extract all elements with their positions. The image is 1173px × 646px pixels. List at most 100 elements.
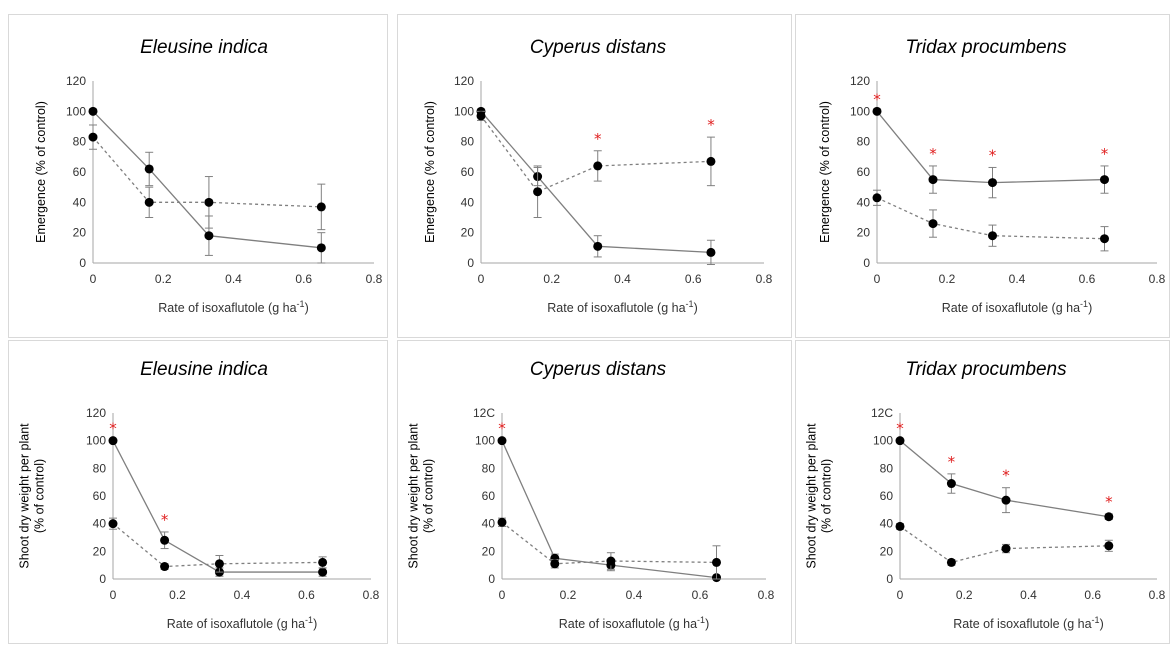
data-point — [144, 197, 154, 207]
x-axis-label-sup: -1 — [1092, 615, 1100, 625]
y-tick-label: 0 — [79, 256, 86, 270]
x-axis-label-text: Rate of isoxaflutole (g ha — [547, 301, 685, 315]
x-tick-label: 0.6 — [1084, 588, 1101, 602]
y-axis-label: Emergence (% of control) — [423, 101, 437, 243]
y-tick-label: 100 — [454, 104, 474, 118]
series-line-solid — [501, 440, 717, 579]
data-point — [144, 164, 154, 174]
x-tick-label: 0 — [874, 272, 881, 286]
chart-panel-3: Tridax procumbens 0 20 40 60 80 100 120 0 0.2 0.4 0… — [795, 14, 1170, 338]
data-point — [316, 202, 326, 212]
x-tick-label: 0.8 — [1149, 272, 1166, 286]
x-tick-label: 0 — [897, 588, 904, 602]
x-axis-label-end: ) — [305, 301, 309, 315]
series-line-solid — [92, 110, 322, 249]
x-tick-label: 0.2 — [560, 588, 577, 602]
data-point — [1104, 512, 1114, 522]
y-tick-label: 60 — [461, 165, 475, 179]
y-tick-label: 20 — [461, 226, 475, 240]
data-point — [1100, 234, 1109, 244]
data-point — [928, 175, 938, 185]
y-tick-label: 80 — [73, 135, 87, 149]
chart-title: Tridax procumbens — [905, 359, 1067, 380]
significance-star: * — [594, 130, 602, 148]
y-tick-label: 0 — [467, 256, 474, 270]
y-tick-label: 80 — [93, 461, 107, 475]
data-point — [706, 247, 716, 257]
x-tick-label: 0 — [110, 588, 117, 602]
significance-star: * — [873, 90, 881, 108]
y-axis-label: Emergence (% of control) — [34, 101, 48, 243]
chart-title: Tridax procumbens — [905, 37, 1067, 58]
x-axis-label: Rate of isoxaflutole (g ha-1) — [559, 615, 709, 631]
significance-star: * — [161, 511, 169, 529]
y-axis-label: Shoot dry weight per plant — [407, 423, 421, 569]
significance-star: * — [1105, 493, 1113, 511]
x-axis-label-end: ) — [313, 617, 317, 631]
series-line-solid — [876, 110, 1105, 184]
chart-emergence-tridax-procumbens: Tridax procumbens 0 20 40 60 80 100 120 0 0.2 0.4 0… — [818, 37, 1166, 315]
x-tick-label: 0.6 — [1079, 272, 1096, 286]
y-tick-label: 80 — [880, 461, 894, 475]
y-tick-label: 40 — [857, 195, 871, 209]
y-tick-label: 60 — [73, 165, 87, 179]
data-point — [946, 557, 956, 567]
x-tick-label: 0.4 — [225, 272, 242, 286]
data-point — [712, 557, 721, 567]
data-point — [160, 535, 170, 545]
x-tick-label: 0.8 — [756, 272, 773, 286]
chart-shoot-weight-cyperus-distans: Cyperus distans 0 20 40 60 80 100 12C 0 0.2 0.4 0.6… — [407, 359, 775, 631]
y-tick-label: 60 — [857, 165, 871, 179]
x-tick-label: 0.2 — [956, 588, 973, 602]
y-tick-label: 100 — [850, 104, 870, 118]
series-line-solid — [480, 110, 711, 254]
chart-title: Cyperus distans — [530, 37, 667, 58]
chart-panel-4: Eleusine indica 0 20 40 60 80 100 120 0 0.2 0.4 0.6… — [8, 340, 388, 644]
x-tick-label: 0.4 — [1020, 588, 1037, 602]
significance-star: * — [1002, 467, 1010, 485]
chart-panel-1: Eleusine indica 0 20 40 60 80 100 120 0 0.2 0.4 0.6… — [8, 14, 388, 338]
x-axis-label-sup: -1 — [297, 299, 305, 309]
data-point — [706, 156, 716, 166]
x-tick-label: 0.6 — [692, 588, 709, 602]
x-axis-label-sup: -1 — [697, 615, 705, 625]
y-tick-label: 20 — [857, 226, 871, 240]
y-axis-label: (% of control) — [422, 459, 436, 533]
data-point — [593, 241, 603, 251]
data-point — [606, 556, 616, 566]
x-axis-label: Rate of isoxaflutole (g ha-1) — [942, 299, 1092, 315]
x-axis-label-text: Rate of isoxaflutole (g ha — [559, 617, 697, 631]
x-tick-label: 0.6 — [685, 272, 702, 286]
y-tick-label: 120 — [66, 74, 86, 88]
x-axis-label-end: ) — [1088, 301, 1092, 315]
data-point — [108, 519, 118, 529]
data-point — [928, 219, 938, 229]
y-tick-label: 80 — [482, 461, 496, 475]
x-tick-label: 0.8 — [366, 272, 383, 286]
y-tick-label: 0 — [99, 572, 106, 586]
x-tick-label: 0.2 — [939, 272, 956, 286]
y-tick-label: 100 — [66, 104, 86, 118]
data-point — [318, 557, 328, 567]
chart-shoot-weight-eleusine-indica: Eleusine indica 0 20 40 60 80 100 120 0 0.2 0.4 0.6… — [18, 359, 380, 631]
series-line-dashed — [876, 197, 1105, 240]
y-tick-label: 40 — [73, 195, 87, 209]
x-axis-label-text: Rate of isoxaflutole (g ha — [167, 617, 305, 631]
x-axis-label-text: Rate of isoxaflutole (g ha — [158, 301, 296, 315]
chart-shoot-weight-tridax-procumbens: Tridax procumbens 0 20 40 60 80 100 12C 0 0.2 0.4 0… — [805, 359, 1166, 631]
data-point — [318, 567, 328, 577]
y-tick-label: 80 — [461, 135, 475, 149]
x-axis-label-text: Rate of isoxaflutole (g ha — [953, 617, 1091, 631]
data-point — [497, 517, 507, 527]
x-tick-label: 0.4 — [1009, 272, 1026, 286]
y-tick-label: 0 — [863, 256, 870, 270]
chart-title: Cyperus distans — [530, 359, 667, 380]
significance-star: * — [896, 420, 904, 438]
y-axis-label: Shoot dry weight per plant — [805, 423, 819, 569]
y-tick-label: 20 — [93, 544, 107, 558]
x-axis-label-text: Rate of isoxaflutole (g ha — [942, 301, 1080, 315]
x-tick-label: 0 — [90, 272, 97, 286]
data-point — [872, 106, 882, 116]
x-tick-label: 0.6 — [295, 272, 312, 286]
x-tick-label: 0.2 — [169, 588, 186, 602]
